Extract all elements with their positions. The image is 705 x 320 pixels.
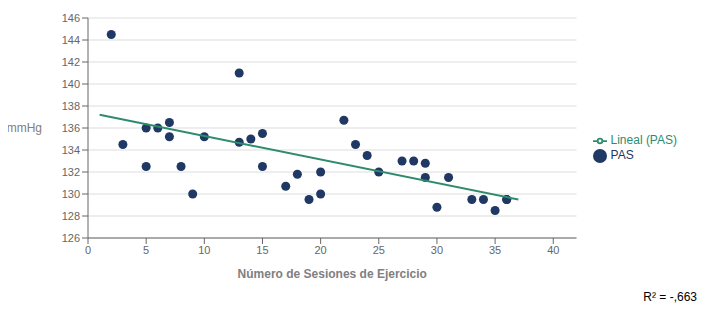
html-text:Lineal (PAS): Lineal (PAS) bbox=[610, 133, 677, 148]
svg-text:140: 140 bbox=[62, 78, 80, 90]
svg-text:5: 5 bbox=[143, 244, 149, 256]
svg-text:40: 40 bbox=[547, 244, 559, 256]
svg-text:Número de Sesiones de Ejercici: Número de Sesiones de Ejercicio bbox=[238, 267, 427, 281]
svg-text:20: 20 bbox=[315, 244, 327, 256]
svg-text:0: 0 bbox=[85, 244, 91, 256]
svg-text:132: 132 bbox=[62, 166, 80, 178]
svg-text:10: 10 bbox=[198, 244, 210, 256]
svg-text:130: 130 bbox=[62, 188, 80, 200]
svg-text:25: 25 bbox=[373, 244, 385, 256]
svg-text:144: 144 bbox=[62, 34, 80, 46]
svg-text:35: 35 bbox=[489, 244, 501, 256]
svg-text:146: 146 bbox=[62, 12, 80, 24]
svg-text:136: 136 bbox=[62, 122, 80, 134]
svg-text:128: 128 bbox=[62, 210, 80, 222]
html-text:R² = -,663: R² = -,663 bbox=[643, 290, 697, 304]
svg-text:mmHg: mmHg bbox=[8, 121, 42, 135]
html-text:PAS: PAS bbox=[610, 148, 634, 162]
svg-text:134: 134 bbox=[62, 144, 80, 156]
svg-text:142: 142 bbox=[62, 56, 80, 68]
svg-text:30: 30 bbox=[431, 244, 443, 256]
svg-text:126: 126 bbox=[62, 232, 80, 244]
svg-text:15: 15 bbox=[256, 244, 268, 256]
svg-text:138: 138 bbox=[62, 100, 80, 112]
